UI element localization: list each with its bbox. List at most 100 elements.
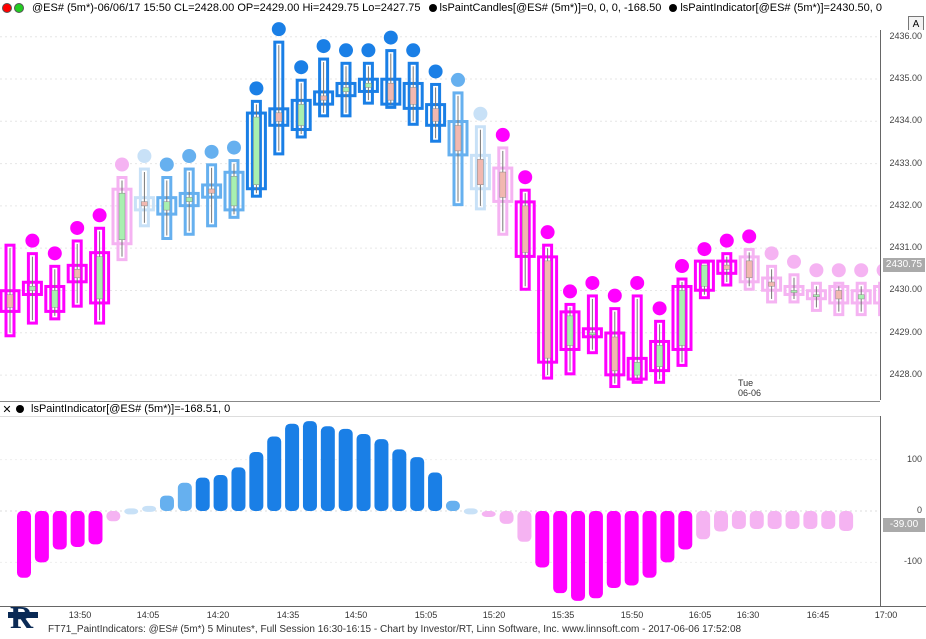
paint-dot [339,43,353,57]
price-tick-label: 2433.00 [889,158,922,168]
indicator-tick-label: 0 [917,505,922,515]
candle-body [701,265,707,286]
paint-dot [742,229,756,243]
logo-icon: R [6,598,42,636]
indicator-panel[interactable] [0,416,880,606]
indicator-bar [249,452,263,511]
time-tick-label: 14:05 [137,610,160,620]
paintcandles-info: lsPaintCandles[@ES# (5m*)]=0, 0, 0, -168… [429,2,662,14]
paint-dot [317,39,331,53]
indicator-bar [803,511,817,529]
candle-body [141,202,147,206]
indicator-bar [124,508,138,514]
candle-body [612,337,618,371]
indicator-bar [178,483,192,511]
price-panel[interactable] [0,16,880,400]
chart-header: @ES# (5m*)-06/06/17 15:50 CL=2428.00 OP=… [0,0,926,16]
candle-body [253,117,259,185]
paint-dot [653,301,667,315]
indicator-bar [231,467,245,511]
price-tick-label: 2436.00 [889,31,922,41]
time-tick-label: 15:20 [483,610,506,620]
status-bar: FT71_PaintIndicators: @ES# (5m*) 5 Minut… [48,624,918,638]
indicator-bar [446,501,460,511]
indicator-tick-label: -100 [904,556,922,566]
indicator-bar [339,429,353,511]
indicator-bar [553,511,567,593]
indicator-bar [464,508,478,514]
close-dot-icon[interactable] [2,3,12,13]
paint-dot [70,221,84,235]
candle-body [29,286,35,290]
price-tick-label: 2430.00 [889,284,922,294]
candle-body [298,104,304,125]
candles-info: @ES# (5m*)-06/06/17 15:50 CL=2428.00 OP=… [32,2,421,14]
indicator-bar [482,511,496,517]
indicator-bar [696,511,710,539]
last-price-box: 2430.75 [883,258,925,272]
indicator-bar [214,475,228,511]
paint-dot [406,43,420,57]
paint-dot [25,234,39,248]
time-tick-label: 14:35 [277,610,300,620]
price-chart-svg [0,16,880,400]
candle-body [119,193,125,240]
candle-body [343,87,349,91]
paint-dot [48,246,62,260]
price-tick-label: 2435.00 [889,73,922,83]
paint-dot [451,73,465,87]
candle-body [97,257,103,299]
indicator-bar [357,434,371,511]
candle-body [477,159,483,184]
candle-body [589,333,595,335]
paint-dot [765,246,779,260]
paint-dot [93,208,107,222]
indicator-bar [267,437,281,511]
indicator-bar [106,511,120,521]
candle-body [858,295,864,299]
indicator-bar [589,511,603,598]
time-tick-label: 13:50 [69,610,92,620]
candle-body [7,295,13,308]
candle-body [836,290,842,298]
indicator-bar [142,506,156,512]
paint-dot [585,276,599,290]
paint-dot [496,128,510,142]
paint-dot [205,145,219,159]
paint-dot [272,22,286,36]
indicator-header: ✕ lsPaintIndicator[@ES# (5m*)]=-168.51, … [0,401,880,417]
candle-body [679,290,685,345]
indicator-title: lsPaintIndicator[@ES# (5m*)]=-168.51, 0 [31,403,230,415]
indicator-chart-svg [0,416,880,606]
paint-dot [429,64,443,78]
candle-body [276,113,282,121]
indicator-bar [321,426,335,511]
paint-dot [227,141,241,155]
indicator-bar [88,511,102,544]
indicator-bar [786,511,800,529]
paint-dot [630,276,644,290]
indicator-bar [768,511,782,529]
indicator-bar [714,511,728,532]
candle-body [746,261,752,278]
candle-body [500,172,506,197]
paint-dot [787,255,801,269]
candle-body [433,109,439,122]
paint-dot [809,263,823,277]
candle-body [365,83,371,87]
candle-body [567,316,573,346]
indicator-bar [643,511,657,578]
investor-rt-logo: R [6,598,42,636]
indicator-bar [17,511,31,578]
paint-dot [115,158,129,172]
paint-dot [832,263,846,277]
maximize-dot-icon[interactable] [14,3,24,13]
price-tick-label: 2429.00 [889,327,922,337]
indicator-bar [71,511,85,547]
candle-body [52,290,58,307]
close-icon[interactable]: ✕ [2,404,12,414]
candle-body [634,362,640,375]
